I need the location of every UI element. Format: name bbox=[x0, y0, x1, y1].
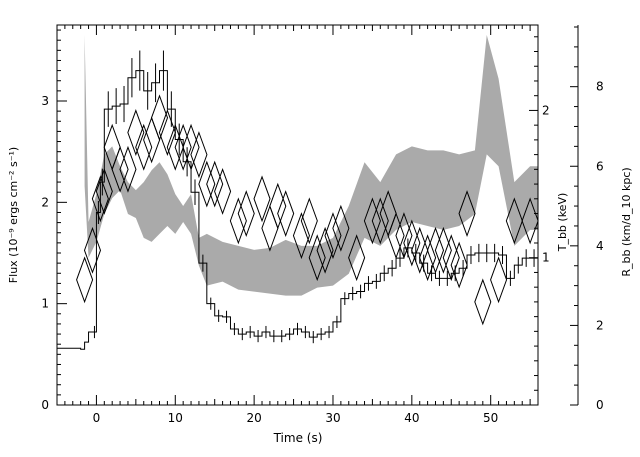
radius-band-layer bbox=[84, 34, 538, 296]
temperature-diamond bbox=[277, 190, 295, 237]
temperature-tick-label: 2 bbox=[542, 103, 550, 117]
temperature-diamond bbox=[253, 175, 271, 223]
temperature-diamond bbox=[324, 212, 342, 260]
y-tick-label-left: 3 bbox=[41, 94, 49, 108]
plot-frame bbox=[56, 24, 539, 406]
radius-tick-label: 4 bbox=[596, 239, 604, 253]
x-tick-label: 50 bbox=[483, 411, 498, 425]
temperature-diamond bbox=[450, 241, 468, 289]
radius-tick-label: 6 bbox=[596, 159, 604, 173]
temperature-diamond bbox=[332, 204, 350, 252]
temperature-diamond bbox=[150, 94, 169, 142]
y-tick-label-left: 1 bbox=[41, 297, 49, 311]
temperature-diamond bbox=[91, 175, 109, 223]
temperature-diamond bbox=[95, 167, 113, 215]
temperature-diamond bbox=[363, 197, 381, 245]
temperature-diamond bbox=[158, 109, 176, 156]
temperature-tick-label: 1 bbox=[542, 251, 550, 265]
x-tick-label: 10 bbox=[168, 411, 183, 425]
temperature-diamond bbox=[300, 197, 318, 245]
radius-tick-label: 0 bbox=[596, 398, 604, 412]
temperature-diamond bbox=[411, 226, 429, 274]
temperature-diamond bbox=[166, 123, 184, 171]
temperature-diamond bbox=[190, 131, 208, 179]
temperature-diamond bbox=[419, 234, 437, 282]
temperature-diamond bbox=[76, 256, 94, 304]
temperature-diamond bbox=[490, 256, 508, 304]
radius-band bbox=[84, 34, 538, 296]
temperature-diamond bbox=[308, 234, 326, 282]
x-axis-label: Time (s) bbox=[273, 431, 323, 445]
x-tick-label: 0 bbox=[93, 411, 101, 425]
temperature-diamond bbox=[403, 219, 421, 267]
temperature-diamond bbox=[371, 197, 389, 245]
temperature-diamond bbox=[387, 212, 405, 260]
temperature-diamond bbox=[174, 123, 192, 171]
radius-tick-label: 2 bbox=[596, 318, 604, 332]
temperature-diamond bbox=[143, 116, 161, 164]
x-tick-label: 30 bbox=[325, 411, 340, 425]
temperature-diamond bbox=[111, 145, 129, 193]
temperature-diamond-layer bbox=[76, 94, 539, 326]
temperature-diamond bbox=[316, 226, 334, 274]
temperature-diamond bbox=[458, 190, 476, 237]
y-tick-label-left: 0 bbox=[41, 398, 49, 412]
temperature-diamond bbox=[261, 204, 279, 252]
temperature-diamond bbox=[214, 167, 232, 215]
temperature-diamond bbox=[505, 197, 523, 245]
temperature-diamond bbox=[229, 197, 247, 245]
temperature-diamond bbox=[292, 212, 310, 260]
y-axis-label-left: Flux (10⁻⁹ ergs cm⁻² s⁻¹) bbox=[7, 147, 20, 283]
temperature-diamond bbox=[426, 226, 445, 274]
temperature-diamond bbox=[83, 226, 102, 274]
y-tick-label-left: 2 bbox=[41, 195, 49, 209]
temperature-diamond bbox=[474, 278, 492, 326]
temperature-diamond bbox=[269, 182, 287, 230]
temperature-diamond bbox=[119, 145, 137, 193]
temperature-diamond bbox=[135, 123, 153, 171]
x-tick-label: 40 bbox=[404, 411, 419, 425]
x-tick-label: 20 bbox=[246, 411, 261, 425]
flux-histogram-layer bbox=[57, 50, 538, 350]
y-axis-label-temperature: T_bb (keV) bbox=[556, 193, 569, 253]
temperature-diamond bbox=[198, 160, 216, 208]
radius-tick-label: 8 bbox=[596, 80, 604, 94]
temperature-diamond bbox=[348, 234, 366, 282]
temperature-diamond bbox=[237, 190, 255, 237]
y-axis-label-radius: R_bb (km/d_10 kpc) bbox=[620, 167, 633, 276]
temperature-diamond bbox=[127, 109, 145, 156]
